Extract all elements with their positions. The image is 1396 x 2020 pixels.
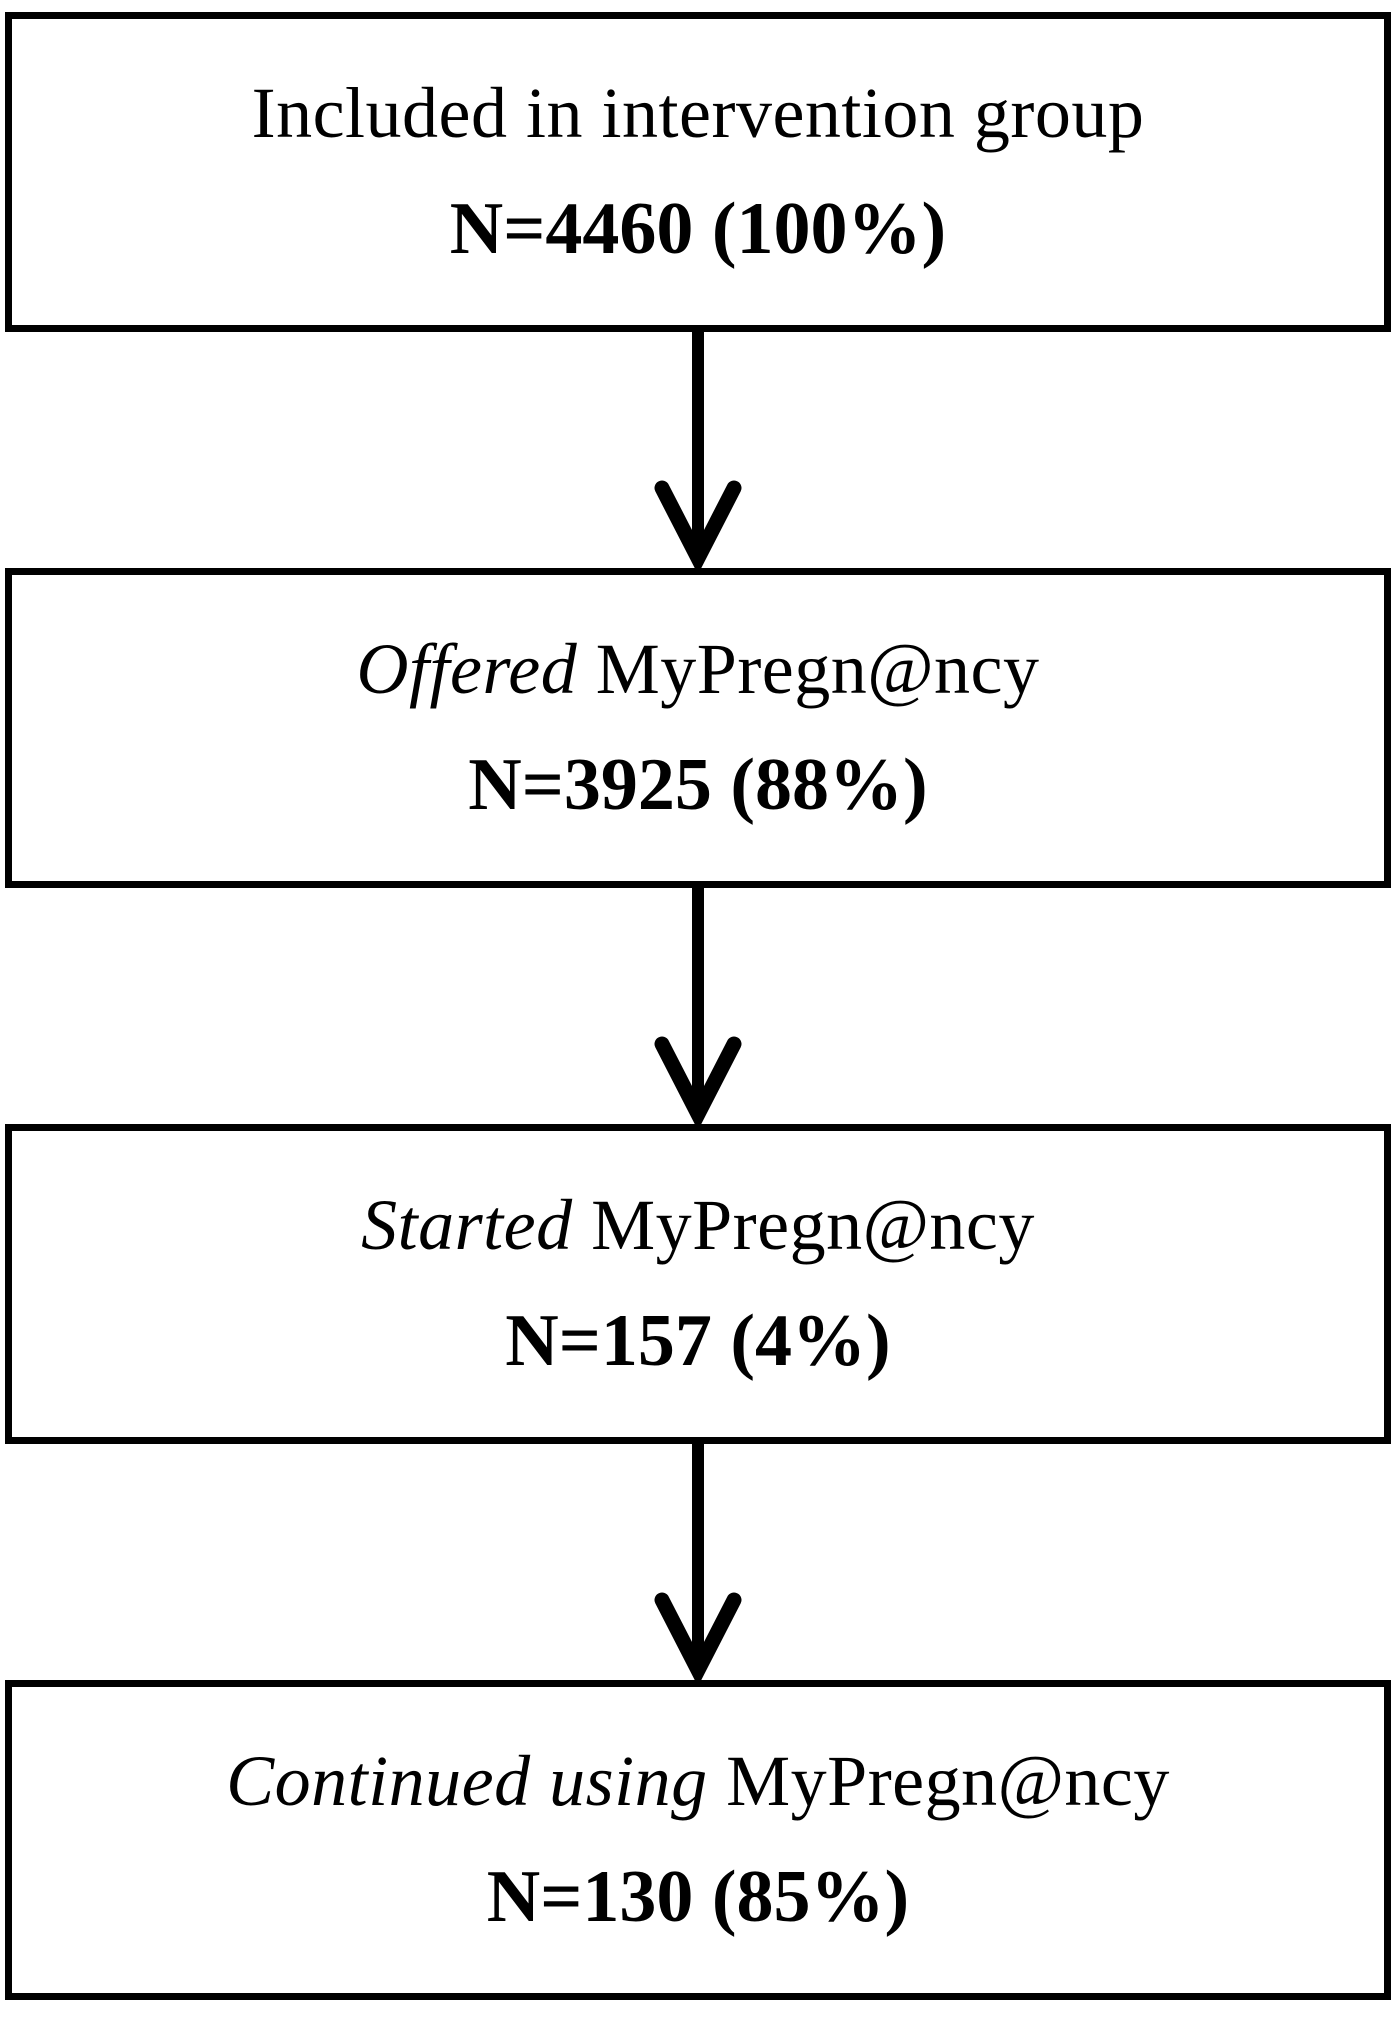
box-title-regular: MyPregn@ncy (577, 628, 1040, 709)
box-title-regular: MyPregn@ncy (707, 1740, 1170, 1821)
down-arrow-icon (638, 888, 758, 1124)
flow-box-started-mypregnancy: Started MyPregn@ncy N=157 (4%) (5, 1124, 1391, 1444)
box-count: N=3925 (88%) (468, 743, 928, 826)
down-arrow-icon (638, 332, 758, 568)
box-title-italic: Started (361, 1184, 573, 1265)
box-title: Started MyPregn@ncy (361, 1184, 1035, 1265)
flow-box-offered-mypregnancy: Offered MyPregn@ncy N=3925 (88%) (5, 568, 1391, 888)
box-title-italic: Continued using (226, 1740, 708, 1821)
box-title-italic: Offered (356, 628, 578, 709)
box-title: Offered MyPregn@ncy (356, 628, 1040, 709)
flow-box-continued-using-mypregnancy: Continued using MyPregn@ncy N=130 (85%) (5, 1680, 1391, 2000)
box-count: N=157 (4%) (505, 1299, 891, 1382)
box-title-regular: Included in intervention group (251, 72, 1145, 153)
flow-box-included-in-intervention-group: Included in intervention group N=4460 (1… (5, 12, 1391, 332)
down-arrow-icon (638, 1444, 758, 1680)
box-count: N=4460 (100%) (449, 187, 947, 270)
box-title: Continued using MyPregn@ncy (226, 1740, 1170, 1821)
box-count: N=130 (85%) (486, 1855, 910, 1938)
box-title: Included in intervention group (251, 72, 1145, 153)
box-title-regular: MyPregn@ncy (572, 1184, 1035, 1265)
